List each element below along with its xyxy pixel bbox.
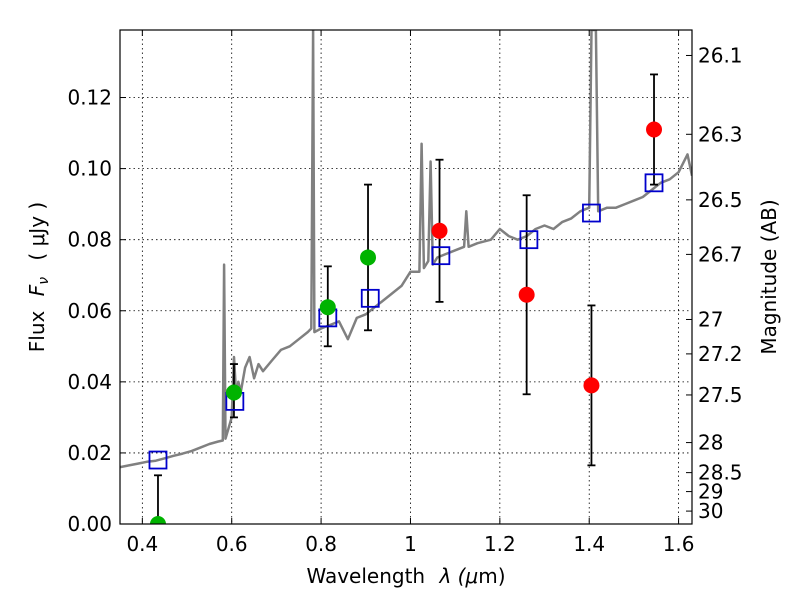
x-tick-label: 0.4 xyxy=(126,532,158,556)
mag-tick-label: 30 xyxy=(698,499,723,523)
model-square xyxy=(360,288,380,308)
x-axis-label: Wavelength λ (μm) xyxy=(306,564,505,588)
model-square xyxy=(582,203,601,223)
observed-point xyxy=(583,377,600,394)
y2-axis-label: Magnitude (AB) xyxy=(757,199,781,354)
x-tick-label: 1.4 xyxy=(573,532,605,556)
x-tick-label: 0.6 xyxy=(216,532,248,556)
model-square xyxy=(644,173,664,193)
mag-tick-label: 27 xyxy=(698,307,723,331)
observed-point xyxy=(431,222,448,239)
mag-tick-label: 26.1 xyxy=(698,43,743,67)
y-tick-label: 0.10 xyxy=(67,157,112,181)
mag-tick-label: 27.5 xyxy=(698,383,743,407)
mag-tick-label: 28.5 xyxy=(698,461,743,485)
y-axis-label: Flux Fν ( μJy ) xyxy=(25,202,53,352)
x-tick-label: 1 xyxy=(404,532,417,556)
axis-ticks: 0.4 0.6 0.8 1 1.2 1.4 1.6 0.00 0.02 0.04 0.06 0.08 0… xyxy=(67,30,743,556)
spectrum-series xyxy=(120,30,692,469)
observed-point xyxy=(646,121,663,138)
x-tick-label: 1.6 xyxy=(663,532,695,556)
mag-tick-label: 29 xyxy=(698,480,723,504)
x-tick-label: 1.2 xyxy=(484,532,516,556)
error-bars xyxy=(153,73,659,524)
model-square xyxy=(519,230,539,250)
y-tick-label: 0.04 xyxy=(67,370,112,394)
plot-frame xyxy=(119,29,693,525)
observed-point xyxy=(319,299,336,316)
observed-point xyxy=(149,516,166,524)
mag-tick-label: 26.7 xyxy=(698,242,743,266)
y-tick-label: 0.06 xyxy=(67,299,112,323)
mag-tick-label: 28 xyxy=(698,431,723,455)
model-square xyxy=(148,450,168,470)
model-square xyxy=(431,246,451,266)
y-tick-label: 0.12 xyxy=(67,86,112,110)
y-tick-label: 0.00 xyxy=(67,512,112,536)
x-tick-label: 0.8 xyxy=(305,532,337,556)
mag-tick-label: 27.2 xyxy=(698,342,743,366)
observed-point xyxy=(518,286,535,303)
y-tick-label: 0.08 xyxy=(67,228,112,252)
mag-tick-label: 26.5 xyxy=(698,188,743,212)
spectrum-line xyxy=(120,30,692,469)
observed-series xyxy=(149,121,663,524)
observed-point xyxy=(225,384,242,401)
y-tick-label: 0.02 xyxy=(67,441,112,465)
observed-point xyxy=(360,249,377,266)
mag-tick-label: 26.3 xyxy=(698,122,743,146)
